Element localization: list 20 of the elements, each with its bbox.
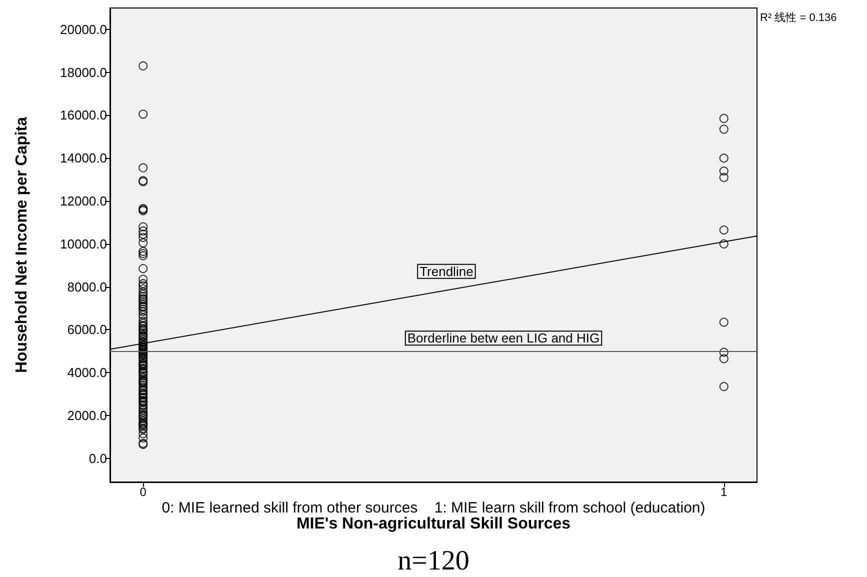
x-tick-label: 0 — [140, 485, 147, 499]
x-axis-title: MIE's Non-agricultural Skill Sources — [296, 516, 571, 532]
y-tick-label: 8000.0 — [67, 279, 107, 294]
y-tick-label: 6000.0 — [67, 322, 107, 338]
x-tick-label: 1 — [720, 485, 728, 499]
text: R² 线性 = 0.136 — [760, 11, 837, 24]
y-tick-label: 10000.0 — [60, 236, 107, 252]
ref-line-label: Borderline betw een LIG and HIG — [407, 330, 600, 346]
y-axis-title: Household Net Income per Capita — [14, 116, 30, 374]
y-tick-label: 20000.0 — [60, 22, 107, 37]
series-label: Trendline — [420, 264, 474, 279]
text: 0: MIE learned skill from other sources 1: MIE learn skill from school (education) — [162, 500, 706, 516]
y-tick-label: 0.0 — [88, 450, 107, 466]
y-tick-label: 4000.0 — [67, 365, 107, 380]
y-tick-label: 16000.0 — [60, 108, 107, 123]
y-tick-label: 14000.0 — [60, 150, 107, 166]
y-tick-label: 12000.0 — [60, 194, 107, 209]
y-tick-label: 18000.0 — [60, 64, 107, 80]
y-tick-label: 2000.0 — [67, 408, 107, 424]
text: n=120 — [398, 546, 470, 576]
